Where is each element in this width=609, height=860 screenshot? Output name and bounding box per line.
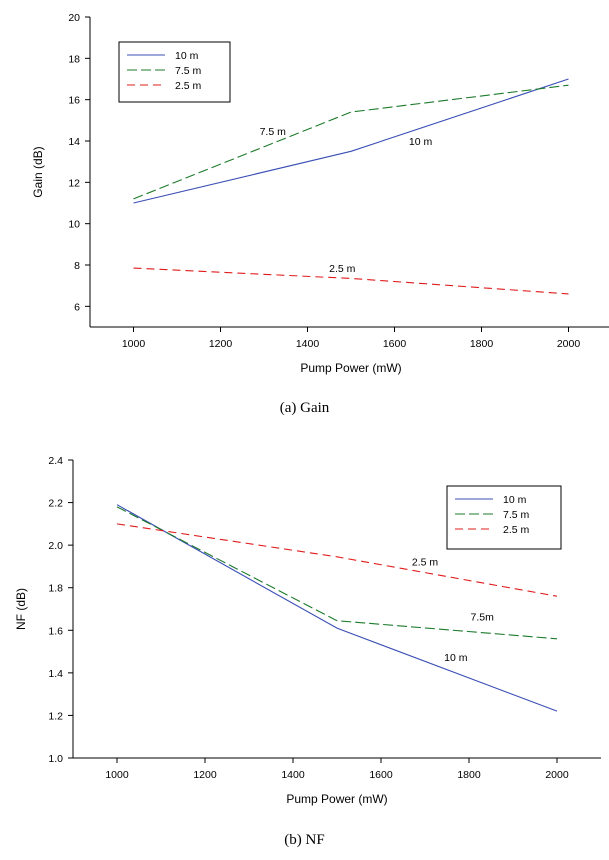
gain-y-tick-label: 14 xyxy=(68,136,80,148)
nf-legend-label: 10 m xyxy=(503,494,527,506)
gain-y-tick-label: 10 xyxy=(68,219,80,231)
nf-y-axis-title: NF (dB) xyxy=(14,588,28,630)
nf-legend-box xyxy=(446,485,562,550)
gain-series-line-7-5-m xyxy=(133,84,569,200)
gain-y-tick-label: 18 xyxy=(68,53,80,65)
gain-x-tick-label: 2000 xyxy=(557,338,581,350)
nf-curve-label: 2.5 m xyxy=(412,556,439,568)
nf-y-tick-label: 1.0 xyxy=(48,753,63,765)
gain-y-tick-label: 12 xyxy=(68,177,80,189)
nf-x-tick-label: 1000 xyxy=(105,769,129,781)
nf-y-tick-label: 1.2 xyxy=(48,710,63,722)
nf-legend-label: 2.5 m xyxy=(503,524,530,536)
nf-y-tick-label: 2.0 xyxy=(48,540,63,552)
gain-legend-label: 7.5 m xyxy=(175,65,202,77)
nf-y-tick-label: 1.4 xyxy=(48,668,63,680)
caption-nf: (b) NF xyxy=(284,832,325,848)
gain-legend-label: 2.5 m xyxy=(175,80,202,92)
gain-x-tick-label: 1000 xyxy=(122,338,146,350)
gain-y-tick-label: 6 xyxy=(74,301,80,313)
gain-y-tick-label: 8 xyxy=(74,260,80,272)
nf-y-tick-label: 1.6 xyxy=(48,625,63,637)
gain-x-tick-label: 1400 xyxy=(296,338,320,350)
nf-x-tick-label: 1200 xyxy=(193,769,217,781)
nf-chart: 1.0 1.2 1.4 1.6 1.8 2.0 2.2 2.4 1000 1200 1400 1600… xyxy=(14,455,601,806)
gain-x-tick-label: 1800 xyxy=(470,338,494,350)
gain-legend-box xyxy=(118,41,231,103)
nf-curve-label: 7.5m xyxy=(471,612,495,624)
nf-y-tick-label: 1.8 xyxy=(48,583,63,595)
gain-legend-label: 10 m xyxy=(175,50,199,62)
nf-y-tick-label: 2.2 xyxy=(48,498,63,510)
nf-series-line-2-5-m xyxy=(116,523,558,597)
gain-x-tick-label: 1200 xyxy=(209,338,233,350)
gain-chart: 6 8 10 12 14 16 18 20 1000 1200 1400 1600 1800 2000 Pu… xyxy=(31,12,609,375)
gain-curve-label: 2.5 m xyxy=(329,263,356,275)
gain-x-axis-title: Pump Power (mW) xyxy=(300,361,401,375)
nf-x-axis-title: Pump Power (mW) xyxy=(286,792,387,806)
gain-series-line-10-m xyxy=(133,78,569,204)
gain-y-axis-title: Gain (dB) xyxy=(31,146,45,197)
gain-y-tick-label: 20 xyxy=(68,12,80,24)
gain-y-tick-label: 16 xyxy=(68,95,80,107)
gain-curve-label: 10 m xyxy=(409,136,433,148)
nf-x-tick-label: 1800 xyxy=(457,769,481,781)
gain-x-tick-label: 1600 xyxy=(383,338,407,350)
nf-x-tick-label: 1600 xyxy=(369,769,393,781)
gain-curve-label: 7.5 m xyxy=(260,126,287,138)
nf-x-tick-label: 2000 xyxy=(545,769,569,781)
nf-curve-label: 10 m xyxy=(444,652,468,664)
nf-series-line-7-5-m xyxy=(116,506,558,640)
gain-series-line-2-5-m xyxy=(133,267,569,295)
nf-x-tick-label: 1400 xyxy=(281,769,305,781)
nf-y-tick-label: 2.4 xyxy=(48,455,63,467)
caption-gain: (a) Gain xyxy=(279,400,330,416)
nf-legend-label: 7.5 m xyxy=(503,509,530,521)
nf-series-line-10-m xyxy=(116,504,558,712)
